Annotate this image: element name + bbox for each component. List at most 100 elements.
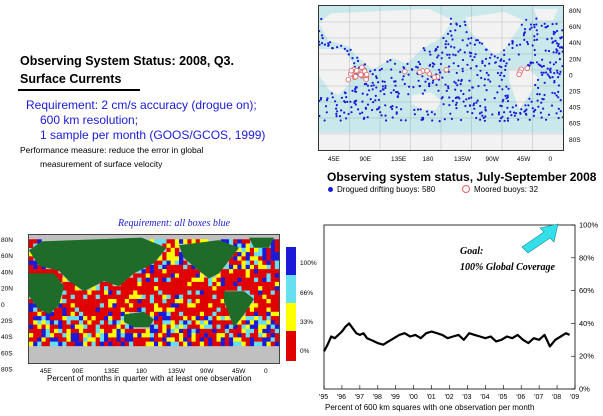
coverage-cell bbox=[116, 290, 121, 295]
coverage-cell bbox=[191, 277, 196, 283]
drifting-buoy-point bbox=[531, 44, 534, 47]
drifting-buoy-point bbox=[413, 108, 416, 111]
coverage-cell bbox=[254, 281, 259, 287]
drifting-buoy-point bbox=[511, 46, 514, 50]
coverage-cell bbox=[74, 328, 80, 334]
coverage-cell bbox=[141, 341, 146, 347]
coverage-continent-2 bbox=[124, 311, 154, 328]
coverage-cell bbox=[49, 337, 55, 342]
coverage-cell bbox=[166, 324, 171, 330]
coverage-cell bbox=[183, 286, 188, 291]
coverage-cell bbox=[249, 337, 255, 342]
drifting-buoy-point bbox=[537, 105, 540, 108]
drifting-buoy-point bbox=[506, 100, 510, 103]
coverage-cell bbox=[229, 269, 234, 274]
coverage-cell bbox=[233, 277, 238, 283]
coverage-cell bbox=[66, 281, 71, 287]
coverage-cell bbox=[274, 247, 280, 253]
coverage-cell bbox=[170, 316, 176, 321]
coverage-cell bbox=[270, 264, 276, 270]
drifting-buoy-point bbox=[416, 66, 419, 69]
coverage-cell bbox=[195, 303, 201, 308]
moored-buoy-point bbox=[359, 64, 365, 70]
buoy-map-lon-label: 135E bbox=[391, 156, 407, 163]
coverage-cell bbox=[187, 269, 192, 274]
coverage-cell bbox=[212, 290, 217, 295]
drifting-buoy-point bbox=[407, 85, 411, 88]
drifting-buoy-point bbox=[559, 110, 562, 113]
coverage-cell bbox=[220, 269, 226, 274]
coverage-map-lat-label: 80N bbox=[1, 237, 13, 244]
coverage-cell bbox=[108, 328, 113, 334]
coverage-cell bbox=[208, 320, 213, 325]
coverage-cell bbox=[208, 277, 213, 283]
drifting-buoy-point bbox=[372, 101, 375, 104]
coverage-cell bbox=[274, 290, 280, 295]
coverage-cell bbox=[195, 299, 201, 304]
coverage-cell bbox=[158, 337, 163, 342]
drifting-buoy-point bbox=[498, 65, 501, 68]
drifting-buoy-point bbox=[483, 119, 486, 122]
drifting-buoy-point bbox=[437, 68, 441, 71]
x-tick-label: '05 bbox=[498, 394, 507, 401]
coverage-cell bbox=[112, 320, 117, 325]
coverage-cell bbox=[124, 277, 130, 283]
coverage-cell bbox=[195, 311, 201, 317]
drifting-buoy-point bbox=[384, 86, 387, 90]
coverage-cell bbox=[120, 290, 126, 295]
coverage-cell bbox=[270, 311, 276, 317]
drifting-buoy-point bbox=[454, 103, 458, 106]
drifting-buoy-point bbox=[449, 22, 452, 26]
coverage-cell bbox=[266, 247, 271, 253]
coverage-cell bbox=[233, 281, 238, 287]
coverage-cell bbox=[262, 333, 267, 338]
drifting-buoy-point bbox=[561, 29, 564, 32]
drifting-buoy-point bbox=[377, 98, 380, 101]
coverage-cell bbox=[220, 239, 226, 244]
coverage-cell bbox=[233, 286, 238, 291]
coverage-cell bbox=[95, 328, 101, 334]
coverage-cell bbox=[87, 328, 92, 334]
coverage-cell bbox=[195, 341, 201, 347]
continent-0 bbox=[319, 8, 454, 70]
drifting-buoy-point bbox=[506, 117, 509, 120]
drifting-buoy-point bbox=[393, 62, 397, 65]
coverage-cell bbox=[49, 341, 55, 347]
coverage-cell bbox=[174, 307, 180, 312]
drifting-buoy-point bbox=[366, 84, 370, 87]
drifting-buoy-point bbox=[465, 98, 468, 101]
coverage-cell bbox=[258, 273, 263, 278]
coverage-cell bbox=[74, 311, 80, 317]
drifting-buoy-point bbox=[440, 97, 443, 100]
buoy-map-lon-label: 90W bbox=[486, 156, 500, 163]
drifting-buoy-point bbox=[558, 73, 561, 76]
drifting-buoy-point bbox=[533, 26, 536, 29]
coverage-cell bbox=[162, 311, 167, 317]
coverage-cell bbox=[274, 316, 280, 321]
drifting-buoy-point bbox=[467, 97, 470, 100]
coverage-cell bbox=[74, 307, 80, 312]
coverage-cell bbox=[104, 307, 109, 312]
drifting-buoy-point bbox=[347, 112, 350, 116]
coverage-cell bbox=[187, 281, 192, 287]
coverage-cell bbox=[154, 316, 159, 321]
drifting-buoy-point bbox=[448, 104, 451, 107]
coverage-cell bbox=[49, 320, 55, 325]
drifting-buoy-point bbox=[490, 53, 493, 56]
coverage-cell bbox=[224, 333, 230, 338]
drifting-buoy-point bbox=[461, 58, 465, 62]
y-tick-label: 80% bbox=[579, 253, 594, 262]
drifting-buoy-point bbox=[477, 85, 480, 88]
coverage-cell bbox=[229, 273, 234, 278]
coverage-cell bbox=[62, 307, 67, 312]
drifting-buoy-point bbox=[455, 107, 458, 110]
drifting-buoy-point bbox=[441, 51, 444, 54]
title-underline bbox=[18, 89, 140, 91]
page-title: Observing System Status: 2008, Q3. bbox=[20, 54, 234, 68]
coverage-cell bbox=[249, 243, 255, 248]
coverage-cell bbox=[258, 256, 263, 261]
coverage-cell bbox=[195, 333, 201, 338]
coverage-cell bbox=[29, 303, 34, 308]
coverage-cell bbox=[62, 303, 67, 308]
coverage-cell bbox=[49, 269, 55, 274]
